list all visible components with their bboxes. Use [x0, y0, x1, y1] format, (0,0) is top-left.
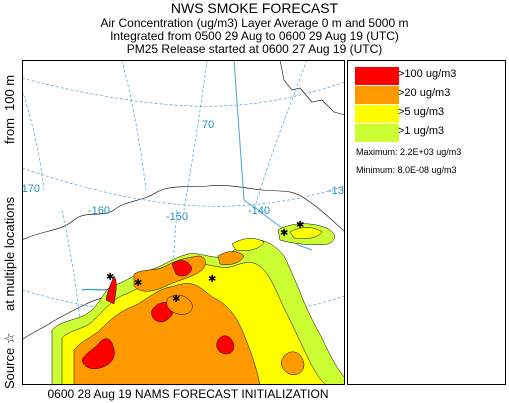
minimum-value: Minimum: 8.0E-08 ug/m3 — [356, 165, 457, 175]
source-star-icon: ✱ — [106, 272, 114, 283]
source-side-label: Source ☆ at multiple locations from 100 … — [2, 59, 18, 389]
legend-label-20: >20 ug/m3 — [398, 87, 451, 99]
release-start: PM25 Release started at 0600 27 Aug 19 (… — [126, 42, 383, 56]
integration-period: Integrated from 0500 29 Aug to 0600 29 A… — [110, 29, 399, 43]
lon-label-170: -170 — [22, 183, 40, 195]
smoke-map: 70 -170 -160 -150 -140 -130 — [22, 60, 345, 385]
lon-label-70: 70 — [202, 119, 214, 131]
from-label: from — [2, 118, 17, 144]
lon-label-150: -150 — [166, 211, 188, 223]
height-label: 100 m — [2, 74, 17, 111]
source-star-icon: ✱ — [134, 278, 142, 289]
multiple-locations-label: at multiple locations — [2, 196, 17, 311]
forecast-title: NWS SMOKE FORECAST — [170, 0, 339, 16]
smoke-plume-east — [277, 223, 335, 246]
lon-label-140: -140 — [248, 205, 270, 217]
source-star-icon: ✱ — [296, 220, 304, 231]
legend-label-100: >100 ug/m3 — [398, 68, 457, 80]
map-border — [22, 60, 345, 385]
smoke-plume-north — [105, 238, 265, 305]
smoke-plume-main — [51, 239, 345, 385]
maximum-value: Maximum: 2.2E+03 ug/m3 — [356, 147, 462, 157]
legend-swatch-100 — [355, 67, 399, 85]
legend-swatch-1 — [355, 124, 399, 142]
source-star-icon: ✱ — [208, 274, 216, 285]
source-star-icon: ✱ — [280, 228, 288, 239]
legend-label-5: >5 ug/m3 — [398, 106, 445, 118]
legend-swatch-20 — [355, 86, 399, 104]
lon-label-130: -130 — [328, 185, 345, 197]
canada-border — [233, 60, 313, 251]
lon-label-160: -160 — [88, 205, 110, 217]
legend: >100 ug/m3 >20 ug/m3 >5 ug/m3 >1 ug/m3 M… — [347, 60, 506, 385]
legend-swatch-5 — [355, 105, 399, 123]
source-markers: ✱ ✱ ✱ ✱ ✱ ✱ — [106, 220, 304, 305]
source-star-icon: ✱ — [172, 294, 180, 305]
forecast-initialization-label: 0600 28 Aug 19 NAMS FORECAST INITIALIZAT… — [47, 387, 329, 401]
source-label: Source ☆ — [2, 332, 17, 389]
concentration-description: Air Concentration (ug/m3) Layer Average … — [100, 16, 409, 30]
legend-label-1: >1 ug/m3 — [398, 125, 445, 137]
